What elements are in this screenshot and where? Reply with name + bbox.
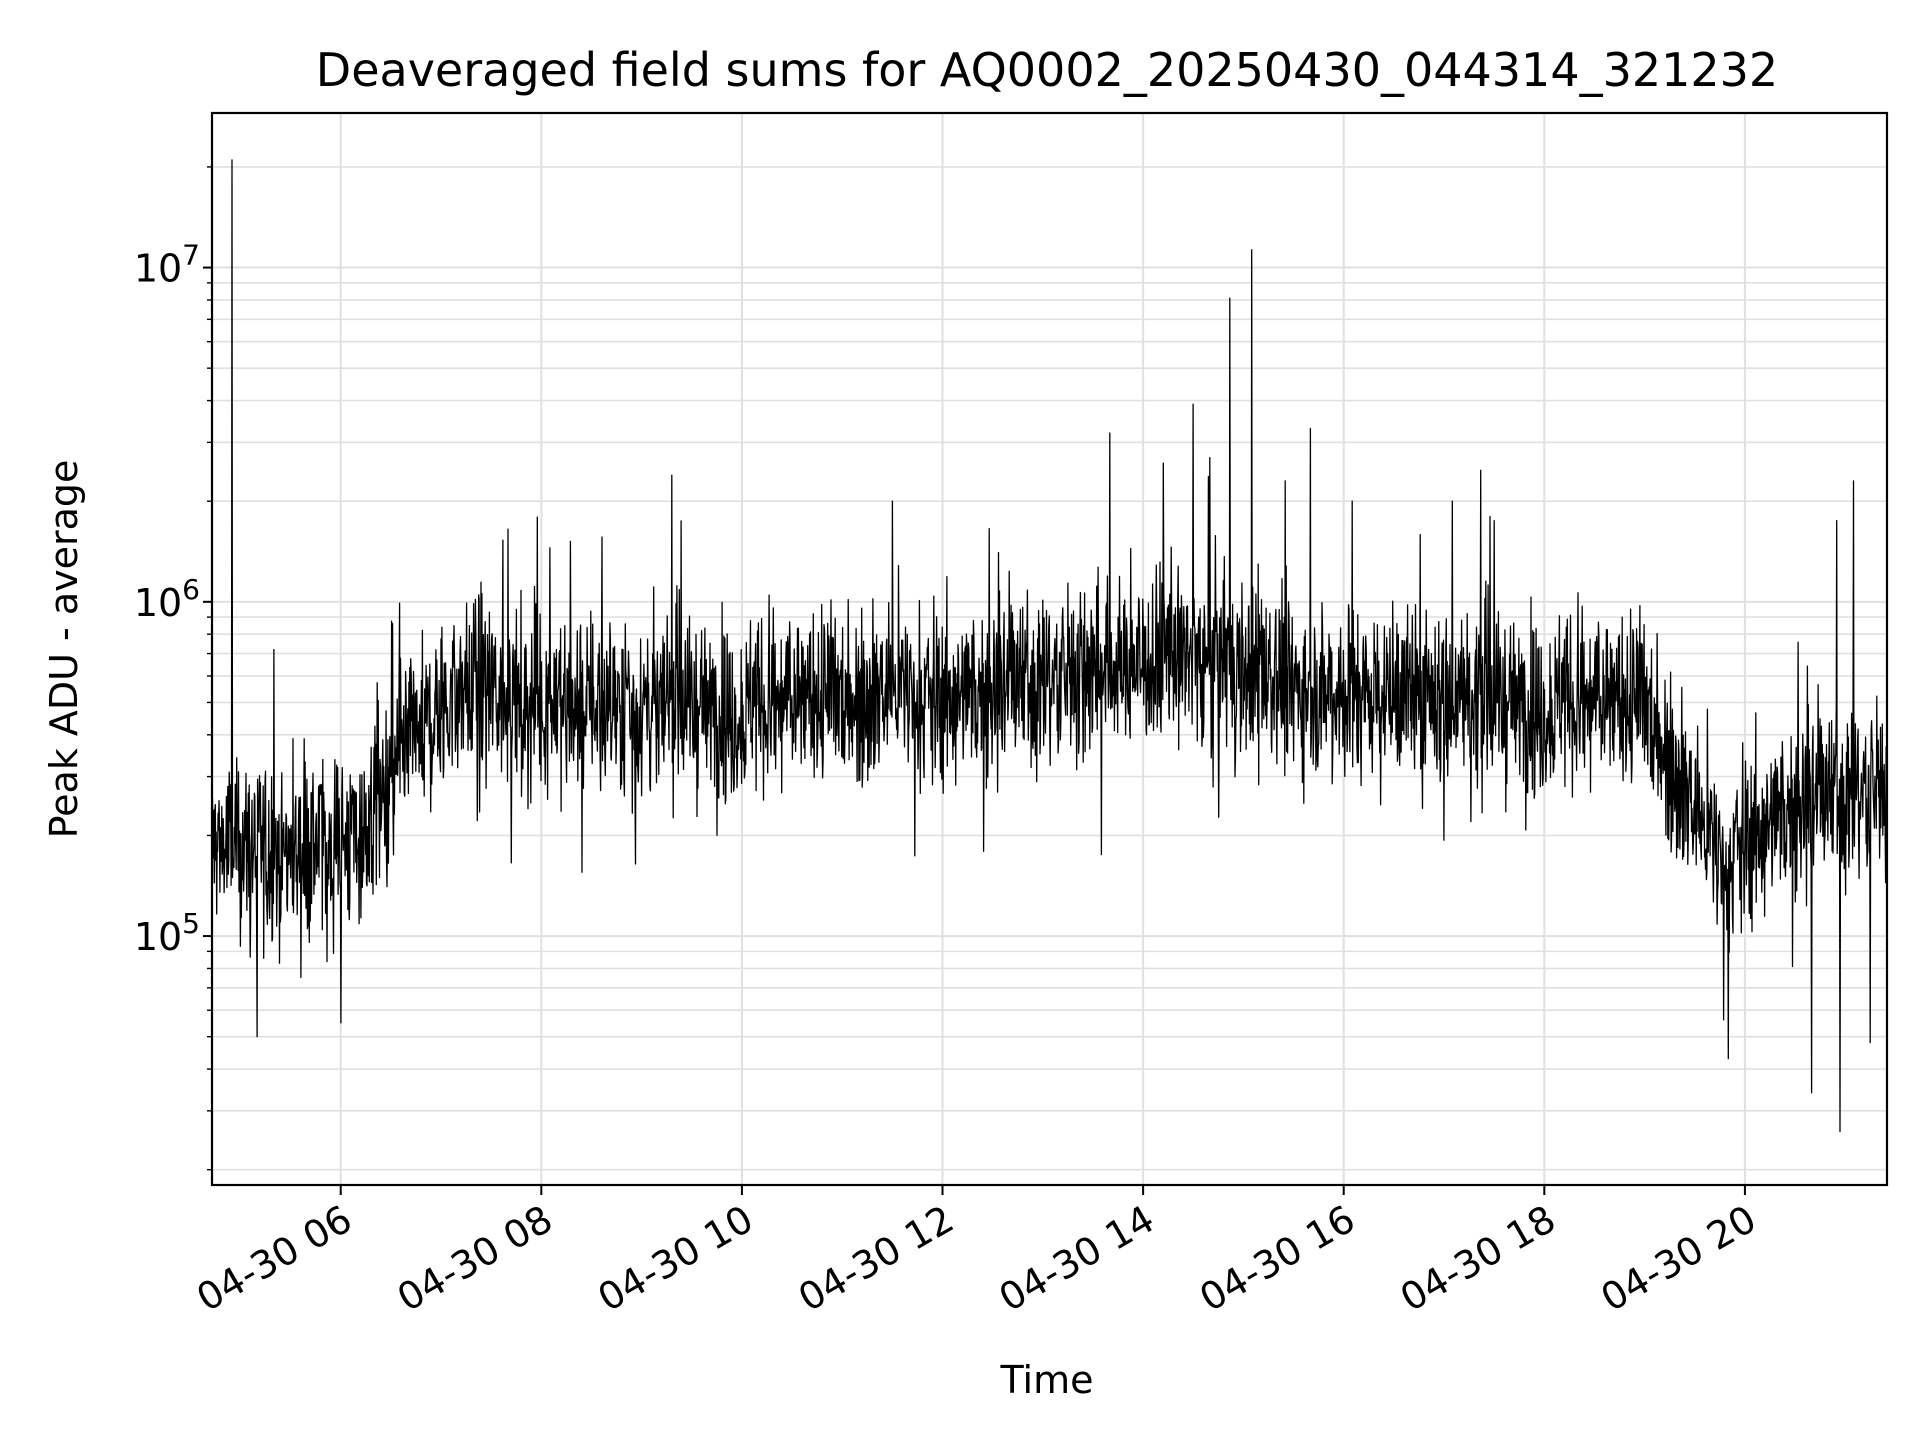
x-tick-label: 04-30 06: [189, 1197, 359, 1321]
series-line: [211, 159, 1888, 1133]
y-tick-base: 10: [134, 247, 182, 291]
x-tick-label: 04-30 14: [992, 1197, 1162, 1321]
series-path: [211, 159, 1888, 1133]
y-tick-base: 10: [134, 581, 182, 625]
x-tick-label: 04-30 20: [1593, 1197, 1763, 1321]
x-tick-label: 04-30 18: [1393, 1197, 1563, 1321]
y-tick-label: 107: [134, 239, 200, 291]
y-tick-exponent: 7: [182, 239, 200, 272]
plot-frame: [210, 111, 1889, 1187]
y-tick-label: 106: [134, 573, 200, 625]
y-tick-exponent: 5: [182, 907, 200, 940]
x-axis-label: Time: [1000, 1358, 1094, 1402]
y-tick-exponent: 6: [182, 573, 200, 606]
x-tick-label: 04-30 12: [791, 1197, 961, 1321]
y-axis-label: Peak ADU - average: [42, 460, 86, 839]
y-tick-base: 10: [134, 915, 182, 959]
x-tick-label: 04-30 10: [590, 1197, 760, 1321]
y-tick-label: 105: [134, 907, 200, 959]
chart-title: Deaveraged field sums for AQ0002_2025043…: [316, 43, 1778, 97]
x-tick-label: 04-30 08: [390, 1197, 560, 1321]
x-tick-label: 04-30 16: [1192, 1197, 1362, 1321]
